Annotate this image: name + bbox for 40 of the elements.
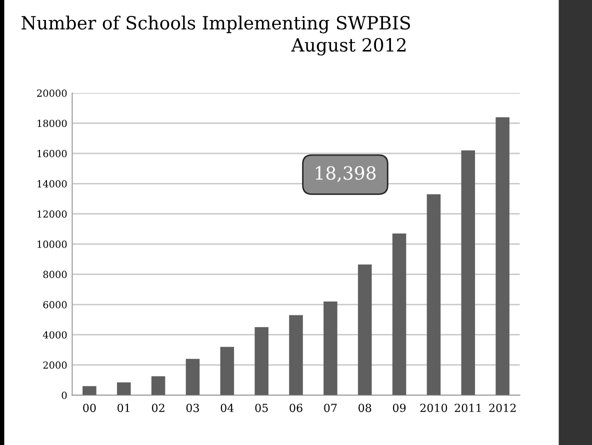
y-tick-label: 16000	[38, 150, 67, 158]
y-tick-label: 14000	[38, 180, 67, 188]
x-tick-label: 2012	[489, 404, 516, 412]
y-tick-label: 4000	[42, 331, 67, 339]
y-tick-label: 8000	[43, 270, 67, 278]
chart-title: Number of Schools Implementing SWPBIS	[22, 16, 410, 34]
x-tick-label: 08	[358, 404, 372, 412]
bar	[186, 358, 200, 396]
bar	[220, 346, 234, 396]
bar	[116, 382, 131, 396]
x-tick-label: 03	[186, 404, 199, 412]
annotation: 18,398	[316, 166, 376, 182]
x-tick-label: 05	[255, 404, 268, 412]
y-tick-label: 20000	[37, 89, 67, 97]
x-tick-label: 2011	[454, 404, 481, 412]
y-tick-label: 18000	[38, 120, 67, 128]
x-tick-label: 07	[324, 404, 337, 412]
x-tick-label: 04	[220, 404, 234, 412]
x-tick-label: 06	[290, 404, 302, 412]
bar	[496, 117, 510, 396]
x-tick-label: 2010	[420, 404, 448, 412]
bar	[358, 264, 372, 396]
y-tick-label: 10000	[38, 240, 67, 248]
y-tick-label: 6000	[43, 300, 67, 308]
x-tick-label: 02	[152, 404, 164, 412]
bar	[289, 315, 303, 396]
y-tick-label: 12000	[38, 210, 67, 218]
bar	[254, 327, 268, 396]
y-tick-label: 2000	[43, 361, 67, 369]
bar	[392, 234, 406, 396]
bar	[151, 376, 166, 396]
bar	[82, 386, 96, 396]
x-tick-label: 01	[118, 404, 130, 412]
bar	[461, 150, 476, 396]
x-tick-label: 00	[83, 404, 96, 412]
y-tick-label: 0	[62, 392, 67, 399]
bar	[426, 194, 441, 396]
x-tick-label: 09	[392, 404, 406, 412]
bar	[324, 301, 338, 396]
chart-subtitle: August 2012	[291, 38, 406, 56]
